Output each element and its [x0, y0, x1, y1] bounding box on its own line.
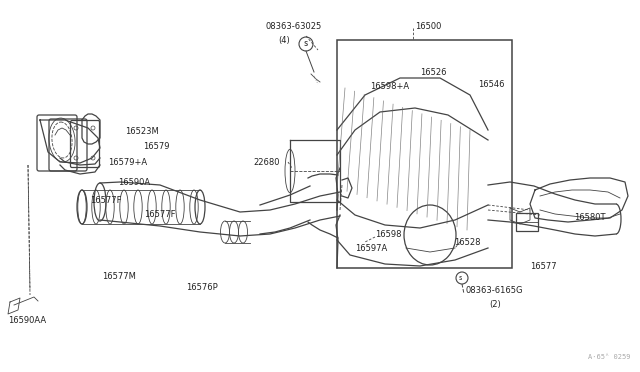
Text: 08363-63025: 08363-63025	[265, 22, 321, 31]
Text: 16579: 16579	[143, 142, 170, 151]
Bar	[516, 213, 538, 231]
Text: 16546: 16546	[478, 80, 504, 89]
Text: S: S	[459, 276, 462, 281]
Text: 16577M: 16577M	[102, 272, 136, 281]
Text: 16590AA: 16590AA	[8, 316, 46, 325]
Text: 16579+A: 16579+A	[108, 158, 147, 167]
Text: 16577: 16577	[530, 262, 557, 271]
Text: A·65ᴬ 0259: A·65ᴬ 0259	[588, 354, 630, 360]
Text: 16590A: 16590A	[118, 178, 150, 187]
Text: 16598: 16598	[375, 230, 401, 239]
Text: 16523M: 16523M	[125, 127, 159, 136]
Text: S: S	[303, 41, 307, 47]
Text: 22680: 22680	[253, 158, 280, 167]
Text: 16577F: 16577F	[90, 196, 122, 205]
Text: 16577F: 16577F	[144, 210, 175, 219]
Text: 08363-6165G: 08363-6165G	[465, 286, 522, 295]
Text: 16597A: 16597A	[355, 244, 387, 253]
Text: 16576P: 16576P	[186, 283, 218, 292]
Text: 16500: 16500	[415, 22, 442, 31]
Bar	[337, 40, 512, 268]
Text: 16528: 16528	[454, 238, 481, 247]
Text: 16526: 16526	[420, 68, 447, 77]
Text: 16580T: 16580T	[574, 213, 605, 222]
Text: (2): (2)	[489, 300, 500, 309]
Text: (4): (4)	[278, 36, 290, 45]
Text: 16598+A: 16598+A	[370, 82, 409, 91]
